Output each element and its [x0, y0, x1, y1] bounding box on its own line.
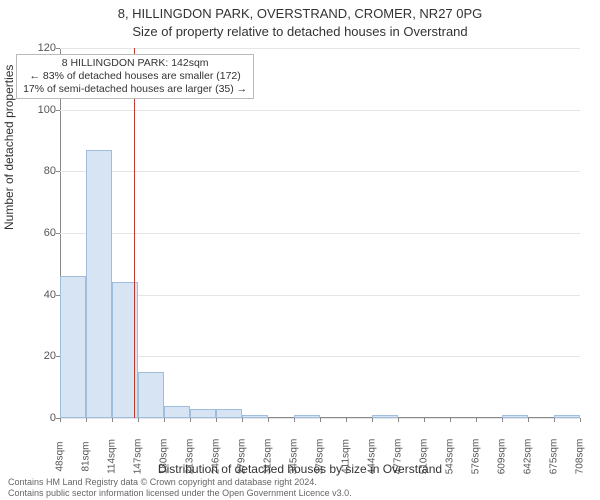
plot-area: 02040608010012048sqm81sqm114sqm147sqm180…: [60, 48, 580, 418]
footer-line-2: Contains public sector information licen…: [8, 488, 352, 498]
x-tick-mark: [190, 418, 191, 422]
gridline: [60, 295, 580, 296]
x-axis-label: Distribution of detached houses by size …: [0, 462, 600, 476]
x-tick-mark: [528, 418, 529, 422]
y-tick-label: 40: [30, 289, 56, 301]
y-tick-label: 20: [30, 350, 56, 362]
histogram-bar: [372, 415, 398, 418]
y-tick-mark: [56, 233, 60, 234]
x-tick-mark: [476, 418, 477, 422]
histogram-bar: [294, 415, 320, 418]
x-tick-mark: [372, 418, 373, 422]
x-tick-mark: [112, 418, 113, 422]
gridline: [60, 110, 580, 111]
x-tick-mark: [398, 418, 399, 422]
y-tick-mark: [56, 110, 60, 111]
y-tick-mark: [56, 48, 60, 49]
histogram-bar: [502, 415, 528, 418]
gridline: [60, 48, 580, 49]
callout-line: ← 83% of detached houses are smaller (17…: [23, 70, 247, 83]
histogram-bar: [164, 406, 190, 418]
histogram-bar: [216, 409, 242, 418]
x-tick-mark: [502, 418, 503, 422]
gridline: [60, 356, 580, 357]
x-tick-mark: [554, 418, 555, 422]
property-marker-line: [134, 48, 135, 418]
histogram-bar: [190, 409, 216, 418]
x-tick-mark: [450, 418, 451, 422]
histogram-bar: [554, 415, 580, 418]
histogram-bar: [242, 415, 268, 418]
x-tick-mark: [268, 418, 269, 422]
x-tick-mark: [320, 418, 321, 422]
gridline: [60, 233, 580, 234]
y-tick-label: 0: [30, 412, 56, 424]
attribution-footer: Contains HM Land Registry data © Crown c…: [8, 477, 352, 498]
x-tick-mark: [60, 418, 61, 422]
x-tick-mark: [346, 418, 347, 422]
x-tick-mark: [294, 418, 295, 422]
chart-title: 8, HILLINGDON PARK, OVERSTRAND, CROMER, …: [0, 6, 600, 21]
x-tick-mark: [580, 418, 581, 422]
footer-line-1: Contains HM Land Registry data © Crown c…: [8, 477, 352, 487]
property-callout: 8 HILLINGDON PARK: 142sqm← 83% of detach…: [16, 54, 254, 99]
x-tick-mark: [216, 418, 217, 422]
histogram-bar: [138, 372, 164, 418]
x-tick-mark: [86, 418, 87, 422]
y-tick-mark: [56, 171, 60, 172]
gridline: [60, 171, 580, 172]
chart-container: 8, HILLINGDON PARK, OVERSTRAND, CROMER, …: [0, 0, 600, 500]
y-axis-label: Number of detached properties: [2, 65, 16, 230]
histogram-bar: [86, 150, 112, 418]
callout-line: 8 HILLINGDON PARK: 142sqm: [23, 57, 247, 70]
x-tick-mark: [242, 418, 243, 422]
histogram-bar: [60, 276, 86, 418]
callout-line: 17% of semi-detached houses are larger (…: [23, 83, 247, 96]
y-tick-label: 60: [30, 227, 56, 239]
x-tick-mark: [424, 418, 425, 422]
x-tick-mark: [138, 418, 139, 422]
y-tick-label: 100: [30, 104, 56, 116]
y-tick-label: 80: [30, 165, 56, 177]
y-tick-label: 120: [30, 42, 56, 54]
chart-subtitle: Size of property relative to detached ho…: [0, 24, 600, 39]
x-tick-mark: [164, 418, 165, 422]
